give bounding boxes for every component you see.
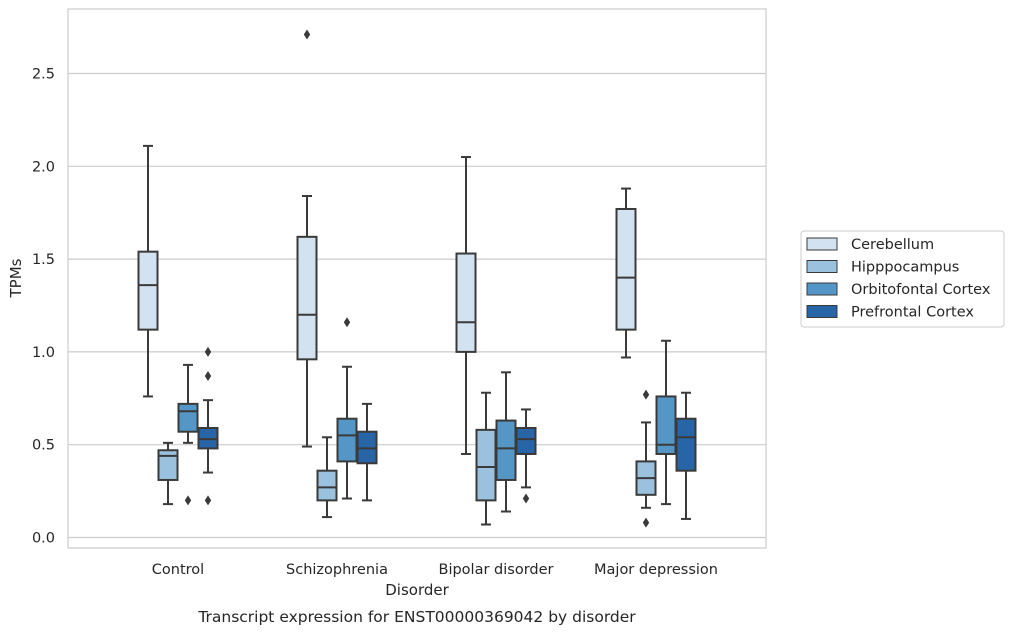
legend-label: Orbitofontal Cortex [851, 282, 991, 298]
legend-swatch [806, 282, 838, 296]
outlier-point [642, 517, 650, 528]
outlier-point [522, 493, 530, 504]
box-group [455, 156, 477, 455]
x-tick-label: Schizophrenia [286, 562, 388, 578]
legend-label: Hipppocampus [851, 260, 959, 276]
legend-label: Prefrontal Cortex [851, 305, 974, 321]
box-group [515, 408, 537, 504]
y-tick-label: 0.5 [32, 438, 55, 454]
box-group [137, 144, 159, 398]
y-tick-label: 2.5 [32, 67, 55, 83]
legend: Cerebellum Hipppocampus Orbitofontal Corte… [800, 230, 1005, 328]
outlier-point [204, 346, 212, 357]
plot-background [68, 9, 766, 548]
box-iqr [475, 428, 497, 502]
x-tick-label: Control [152, 562, 204, 578]
box-group [296, 29, 318, 448]
box-group [495, 371, 517, 513]
box-group [356, 402, 378, 502]
box-iqr [675, 417, 697, 472]
box-iqr [495, 419, 517, 481]
box-iqr [455, 252, 477, 353]
y-tick-label: 2.0 [32, 159, 55, 175]
box-iqr [615, 207, 637, 331]
outlier-point [204, 371, 212, 382]
box-group [615, 187, 637, 359]
y-tick-label: 0.0 [32, 531, 55, 547]
box-group [157, 441, 179, 506]
box-group [316, 436, 338, 519]
box-group [177, 363, 199, 506]
box-iqr [157, 449, 179, 481]
box-group [675, 391, 697, 520]
y-tick-label: 1.5 [32, 252, 55, 268]
legend-swatch [806, 305, 838, 318]
legend-swatch [806, 260, 838, 273]
x-tick-label: Bipolar disorder [439, 562, 554, 578]
box-layer [137, 29, 697, 528]
box-group [197, 346, 219, 506]
y-axis-label: TPMs [7, 258, 25, 298]
outlier-point [184, 495, 192, 506]
outlier-point [204, 495, 212, 506]
legend-label: Cerebellum [851, 237, 934, 253]
box-iqr [336, 417, 358, 463]
box-iqr [316, 469, 338, 502]
outlier-point [343, 317, 351, 328]
box-iqr [296, 235, 318, 361]
y-tick-label: 1.0 [32, 345, 55, 361]
plot-frame [67, 8, 767, 549]
x-tick-label: Major depression [594, 562, 718, 578]
outlier-point [303, 29, 311, 40]
box-group [635, 389, 657, 528]
legend-frame [800, 230, 1005, 328]
grid-lines [68, 72, 766, 539]
x-axis-label: Disorder [385, 581, 449, 599]
y-tick-labels: 0.0 0.5 1.0 1.5 2.0 2.5 [32, 67, 55, 547]
box-iqr [177, 402, 199, 433]
outlier-point [642, 389, 650, 400]
figure-caption: Transcript expression for ENST0000036904… [197, 608, 636, 626]
box-iqr [137, 250, 159, 331]
box-iqr [515, 426, 537, 455]
x-tick-labels: Control Schizophrenia Bipolar disorder Majo… [152, 562, 718, 578]
legend-swatch [806, 237, 838, 251]
